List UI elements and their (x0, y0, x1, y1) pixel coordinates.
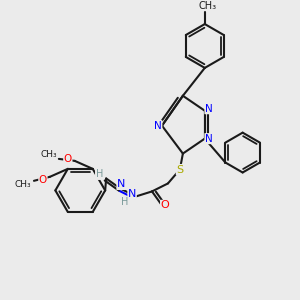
Text: S: S (176, 164, 183, 175)
Text: N: N (128, 189, 136, 200)
Text: O: O (160, 200, 169, 210)
Text: O: O (64, 154, 72, 164)
Text: N: N (205, 104, 213, 114)
Text: CH₃: CH₃ (199, 1, 217, 11)
Text: N: N (154, 121, 162, 131)
Text: H: H (122, 197, 129, 207)
Text: O: O (39, 175, 47, 185)
Text: N: N (117, 179, 125, 189)
Text: H: H (95, 169, 103, 179)
Text: CH₃: CH₃ (40, 150, 57, 159)
Text: N: N (205, 134, 213, 144)
Text: CH₃: CH₃ (15, 180, 31, 189)
